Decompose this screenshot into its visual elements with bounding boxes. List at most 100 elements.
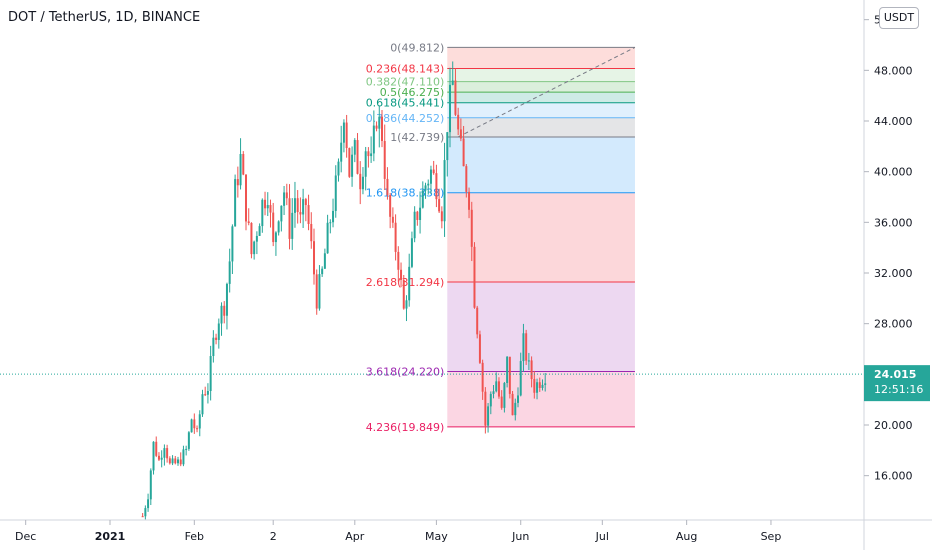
candle-body bbox=[187, 432, 190, 449]
candle-body bbox=[451, 80, 454, 85]
candle-body bbox=[313, 241, 315, 275]
candle-body bbox=[307, 205, 310, 225]
symbol-title: DOT / TetherUS, 1D, BINANCE bbox=[8, 10, 201, 25]
current-price-label: 24.015 bbox=[874, 368, 916, 381]
candle-body bbox=[383, 140, 386, 179]
price-tick-label: 40.000 bbox=[874, 166, 913, 179]
candle-body bbox=[141, 516, 144, 518]
fib-band bbox=[447, 371, 635, 427]
candle-body bbox=[519, 361, 522, 396]
candle-body bbox=[144, 508, 147, 517]
candle-body bbox=[291, 212, 294, 239]
candle-body bbox=[443, 160, 446, 222]
candle-body bbox=[217, 323, 220, 340]
candle-body bbox=[497, 381, 500, 397]
candle-body bbox=[234, 179, 237, 227]
candle-body bbox=[326, 222, 329, 254]
candle-body bbox=[429, 169, 432, 184]
candle-body bbox=[394, 222, 397, 252]
candle-body bbox=[332, 210, 335, 223]
candle-body bbox=[204, 394, 207, 396]
candle-body bbox=[264, 199, 267, 209]
candle-body bbox=[405, 300, 408, 309]
time-tick-label: Apr bbox=[345, 530, 365, 543]
price-tick-label: 32.000 bbox=[874, 267, 913, 280]
candle-body bbox=[179, 459, 182, 465]
candle-body bbox=[530, 360, 533, 380]
candle-body bbox=[255, 235, 258, 242]
candle-body bbox=[236, 179, 239, 186]
candle-body bbox=[242, 154, 245, 175]
candle-body bbox=[323, 253, 326, 269]
candle-body bbox=[478, 334, 481, 363]
candle-body bbox=[329, 222, 332, 224]
fib-level-label: 1.618(38.338) bbox=[366, 187, 445, 200]
candle-body bbox=[381, 116, 383, 141]
candle-body bbox=[484, 391, 487, 426]
fib-band bbox=[447, 281, 635, 372]
time-tick-label: Jul bbox=[595, 530, 609, 543]
candle-body bbox=[522, 333, 525, 362]
candle-body bbox=[514, 402, 517, 416]
candle-body bbox=[296, 198, 299, 213]
candle-body bbox=[416, 211, 419, 220]
candle-body bbox=[525, 333, 528, 361]
candle-body bbox=[272, 212, 275, 243]
candle-body bbox=[465, 166, 468, 192]
candle-body bbox=[503, 383, 506, 408]
candle-body bbox=[421, 190, 424, 208]
fib-level-label: 0.382(47.110) bbox=[366, 76, 445, 89]
candle-body bbox=[359, 173, 362, 190]
candle-body bbox=[340, 142, 343, 162]
candle-body bbox=[334, 175, 337, 211]
candle-body bbox=[476, 307, 479, 335]
fib-level-label: 0(49.812) bbox=[390, 41, 444, 54]
candle-body bbox=[177, 459, 179, 464]
candle-body bbox=[487, 406, 490, 426]
time-tick-label: Dec bbox=[15, 530, 36, 543]
candle-body bbox=[157, 455, 160, 460]
candle-body bbox=[462, 138, 465, 167]
price-tick-label: 20.000 bbox=[874, 419, 913, 432]
candle-body bbox=[280, 205, 283, 222]
candle-body bbox=[274, 232, 277, 243]
candle-body bbox=[391, 216, 394, 223]
candle-body bbox=[536, 382, 539, 393]
candle-body bbox=[269, 205, 272, 213]
candle-body bbox=[277, 221, 280, 233]
countdown-label: 12:51:16 bbox=[874, 383, 923, 396]
price-tick-label: 16.000 bbox=[874, 470, 913, 483]
candle-body bbox=[348, 148, 351, 177]
candle-body bbox=[400, 269, 403, 280]
candle-body bbox=[288, 198, 291, 239]
candle-body bbox=[541, 384, 544, 388]
fib-band bbox=[447, 117, 635, 137]
candle-body bbox=[389, 195, 392, 217]
fib-band bbox=[447, 47, 635, 69]
fib-band bbox=[447, 81, 635, 93]
currency-button[interactable]: USDT bbox=[879, 7, 919, 29]
candle-body bbox=[544, 383, 547, 385]
candle-body bbox=[492, 391, 495, 394]
candle-body bbox=[397, 251, 400, 270]
candle-body bbox=[495, 381, 498, 392]
candle-body bbox=[318, 274, 321, 309]
candle-body bbox=[223, 305, 226, 316]
candle-body bbox=[266, 205, 269, 209]
candle-body bbox=[440, 211, 443, 222]
candle-body bbox=[206, 391, 209, 395]
fib-level-label: 1(42.739) bbox=[390, 131, 444, 144]
candle-body bbox=[220, 305, 223, 324]
candle-body bbox=[225, 283, 228, 316]
candle-body bbox=[147, 499, 150, 509]
candle-body bbox=[302, 199, 305, 215]
candle-body bbox=[253, 241, 256, 255]
candle-body bbox=[304, 199, 307, 206]
candle-body bbox=[470, 209, 473, 247]
candle-body bbox=[356, 140, 359, 174]
candle-body bbox=[419, 207, 422, 220]
candle-body bbox=[285, 192, 288, 199]
candle-body bbox=[427, 183, 430, 186]
candle-body bbox=[345, 122, 348, 149]
